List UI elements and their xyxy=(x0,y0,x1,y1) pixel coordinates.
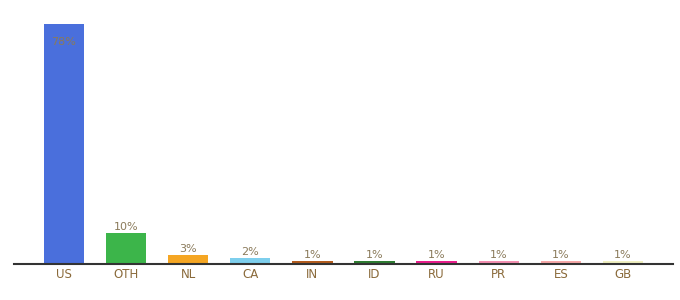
Bar xyxy=(105,233,146,264)
Bar xyxy=(44,24,84,264)
Text: 1%: 1% xyxy=(366,250,384,260)
Text: 1%: 1% xyxy=(303,250,321,260)
Text: 1%: 1% xyxy=(490,250,507,260)
Text: 1%: 1% xyxy=(552,250,570,260)
Text: 78%: 78% xyxy=(51,37,76,47)
Bar xyxy=(168,255,208,264)
Bar xyxy=(479,261,519,264)
Bar xyxy=(292,261,333,264)
Text: 2%: 2% xyxy=(241,247,259,256)
Bar xyxy=(541,261,581,264)
Bar xyxy=(603,261,643,264)
Bar xyxy=(416,261,457,264)
Text: 1%: 1% xyxy=(614,250,632,260)
Bar xyxy=(354,261,394,264)
Text: 10%: 10% xyxy=(114,222,138,232)
Text: 1%: 1% xyxy=(428,250,445,260)
Text: 3%: 3% xyxy=(180,244,197,254)
Bar xyxy=(230,258,271,264)
